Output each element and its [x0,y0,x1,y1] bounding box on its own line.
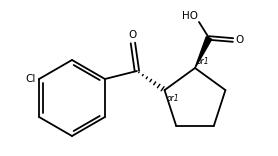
Text: O: O [235,35,243,45]
Text: Cl: Cl [26,74,36,84]
Text: HO: HO [182,11,198,21]
Polygon shape [195,37,212,68]
Text: or1: or1 [167,94,179,103]
Text: or1: or1 [197,57,210,66]
Text: O: O [129,30,137,40]
